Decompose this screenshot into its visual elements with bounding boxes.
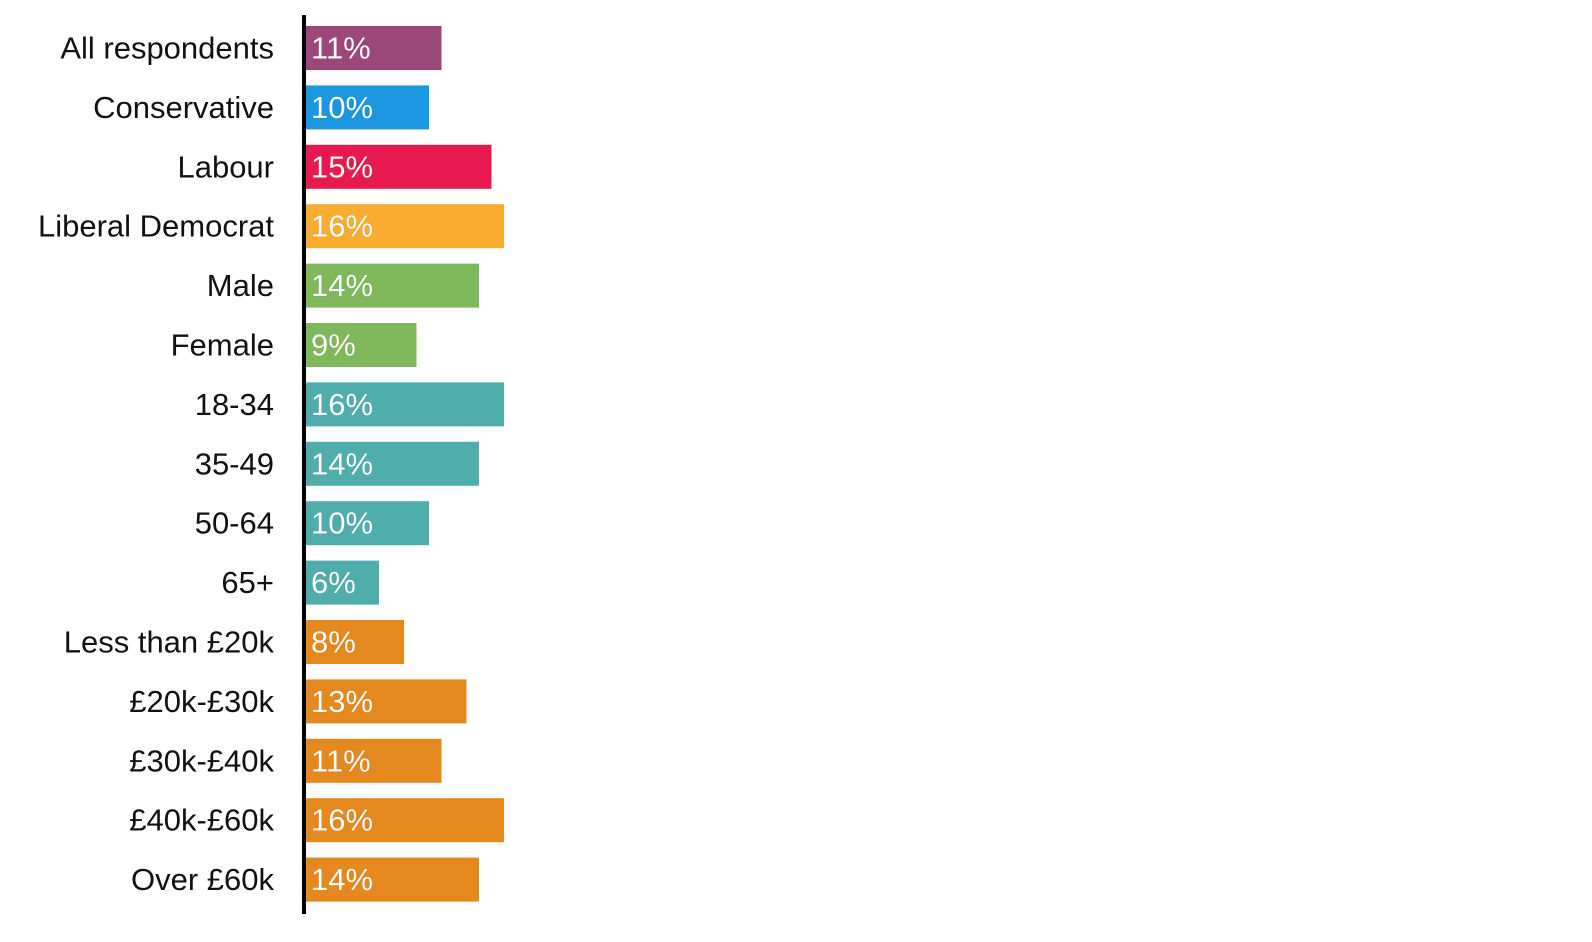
bar: [304, 738, 442, 783]
value-label: 16%: [311, 803, 373, 838]
category-label: Conservative: [93, 90, 274, 125]
value-label: 8%: [311, 625, 356, 660]
category-label: Over £60k: [131, 862, 275, 897]
value-label: 11%: [311, 31, 371, 66]
value-label: 16%: [311, 387, 373, 422]
category-label: 35-49: [195, 446, 274, 481]
bar: [304, 798, 504, 843]
bar: [304, 382, 504, 427]
bar: [304, 560, 379, 605]
category-label: £40k-£60k: [129, 803, 274, 838]
value-label: 9%: [311, 328, 356, 363]
bar: [304, 85, 429, 130]
bar: [304, 323, 417, 367]
category-label: Male: [207, 268, 274, 303]
value-label: 10%: [311, 90, 373, 125]
bar: [304, 144, 492, 189]
category-label: 65+: [221, 565, 274, 600]
value-label: 14%: [311, 446, 373, 481]
value-label: 14%: [311, 862, 373, 897]
value-label: 6%: [311, 565, 356, 600]
value-labels: 11% 10% 15% 16% 14% 9% 16% 14% 10% 6% 8% 13% 11% 16% 1…: [311, 30, 374, 897]
category-label: Less than £20k: [64, 625, 275, 660]
bar: [304, 263, 479, 308]
value-label: 14%: [311, 268, 373, 303]
bar: [304, 857, 479, 902]
bar: [304, 26, 442, 70]
category-label: £20k-£30k: [129, 684, 274, 719]
value-label: 15%: [311, 149, 373, 184]
value-label: 16%: [311, 209, 373, 244]
bars-layer: [304, 26, 504, 902]
category-label: All respondents: [60, 31, 274, 66]
category-label: 50-64: [195, 506, 274, 541]
value-label: 11%: [311, 743, 371, 778]
category-labels: All respondents Conservative Labour Liberal…: [38, 31, 275, 898]
bar: [304, 620, 404, 664]
category-label: 18-34: [195, 387, 274, 422]
category-label: £30k-£40k: [129, 743, 274, 778]
value-label: 13%: [311, 684, 373, 719]
bar: [304, 204, 504, 249]
bar: [304, 501, 429, 546]
category-label: Liberal Democrat: [38, 209, 274, 244]
value-label: 10%: [311, 506, 373, 541]
bar: [304, 679, 467, 724]
category-label: Labour: [177, 149, 274, 184]
bar: [304, 441, 479, 486]
category-label: Female: [171, 328, 274, 363]
